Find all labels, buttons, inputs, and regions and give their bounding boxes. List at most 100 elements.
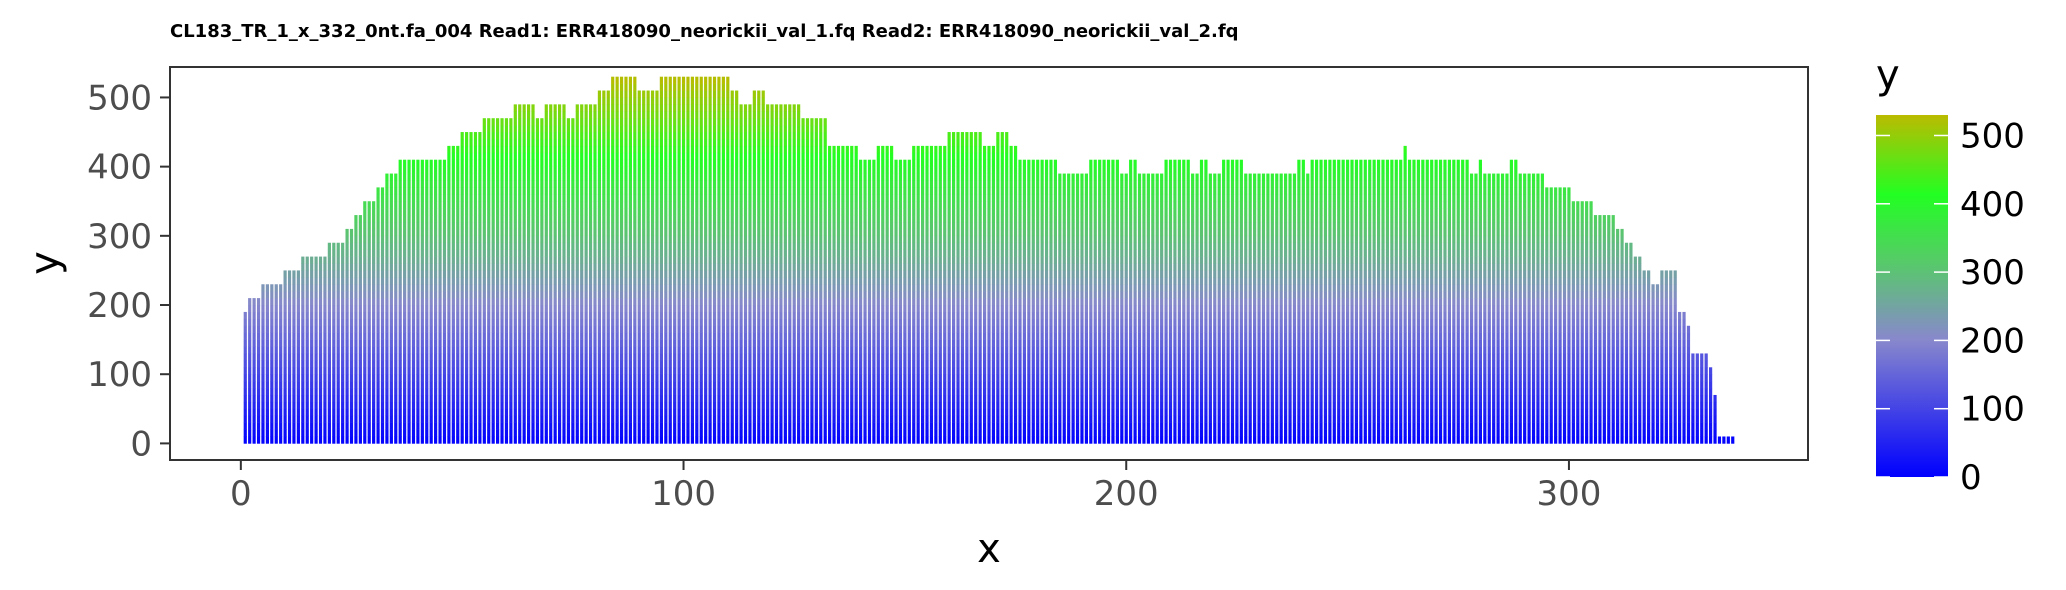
bar <box>841 145 845 444</box>
bar <box>628 76 633 444</box>
bar <box>1447 159 1452 444</box>
bar <box>801 118 805 444</box>
bar <box>1151 173 1155 444</box>
bar <box>1005 132 1009 444</box>
bar <box>1585 201 1589 444</box>
bar <box>1253 173 1257 444</box>
bar <box>690 76 694 444</box>
bar <box>681 76 686 444</box>
bar <box>1168 159 1173 444</box>
bar <box>411 159 416 444</box>
bar <box>898 159 903 444</box>
bar <box>1536 173 1540 444</box>
bar <box>1589 201 1593 444</box>
bar <box>318 256 323 444</box>
bar <box>496 118 500 444</box>
bar <box>1651 284 1655 444</box>
bar <box>938 145 942 444</box>
bar <box>261 284 265 444</box>
y-tick-label: 100 <box>87 355 152 395</box>
bar <box>712 76 717 444</box>
bar <box>544 104 548 444</box>
bar <box>797 104 801 444</box>
bar <box>478 132 482 444</box>
bar <box>1040 159 1044 444</box>
bar <box>1058 173 1062 444</box>
bar <box>1713 394 1717 444</box>
bar <box>354 215 358 444</box>
bar <box>735 90 739 444</box>
bar <box>1673 270 1677 444</box>
bar <box>965 132 969 444</box>
bar <box>442 159 447 444</box>
bar <box>704 76 708 444</box>
bar <box>1080 173 1084 444</box>
bar <box>305 256 309 444</box>
bar <box>836 145 841 444</box>
bar <box>1310 159 1314 444</box>
bar <box>407 159 411 444</box>
bar <box>256 298 261 444</box>
bar <box>566 118 571 444</box>
bar <box>518 104 522 444</box>
x-tick-label: 100 <box>651 474 716 514</box>
bar <box>1580 201 1584 444</box>
bar <box>557 104 562 444</box>
bar <box>1704 353 1708 444</box>
bar <box>774 104 779 444</box>
bar <box>1124 173 1128 444</box>
plot-panel <box>169 66 1809 461</box>
bar <box>429 159 433 444</box>
bar <box>1098 159 1102 444</box>
bar <box>580 104 584 444</box>
bar <box>1337 159 1341 444</box>
bar <box>1549 187 1553 444</box>
bar <box>571 118 575 444</box>
bar <box>1425 159 1429 444</box>
bar <box>1049 159 1053 444</box>
bar <box>1284 173 1288 444</box>
bar-series <box>243 76 1735 444</box>
bar <box>332 242 336 444</box>
bar <box>527 104 531 444</box>
bar <box>372 201 376 444</box>
bar <box>1089 159 1093 444</box>
bar <box>1496 173 1500 444</box>
bar <box>584 104 588 444</box>
bar <box>947 132 951 444</box>
bar <box>1616 228 1620 444</box>
colorbar-tick-label: 200 <box>1960 321 2025 361</box>
bar <box>327 242 331 444</box>
bar <box>1726 436 1730 444</box>
bar <box>1381 159 1385 444</box>
bar <box>265 284 269 444</box>
x-tick-label: 200 <box>1094 474 1159 514</box>
bar <box>1230 159 1235 444</box>
bar <box>380 187 385 444</box>
bar <box>358 215 362 444</box>
bar <box>1323 159 1328 444</box>
bar <box>1655 284 1660 444</box>
colorbar-tick-label: 100 <box>1960 390 2025 430</box>
bar <box>1036 159 1040 444</box>
bar <box>1443 159 1447 444</box>
bar <box>943 145 947 444</box>
bar <box>1492 173 1496 444</box>
bar <box>1155 173 1159 444</box>
bar <box>664 76 668 444</box>
bar <box>903 159 907 444</box>
bar <box>341 242 345 444</box>
bar <box>1199 159 1204 444</box>
bar <box>1638 256 1642 444</box>
bar <box>650 90 655 444</box>
bar <box>1695 353 1699 444</box>
bar <box>814 118 818 444</box>
bar <box>1350 159 1354 444</box>
bar <box>819 118 823 444</box>
bar <box>314 256 318 444</box>
bar <box>491 118 495 444</box>
bar <box>1315 159 1319 444</box>
bar <box>615 76 619 444</box>
bar <box>1523 173 1527 444</box>
y-axis: 0 100 200 300 400 500 <box>87 78 170 464</box>
